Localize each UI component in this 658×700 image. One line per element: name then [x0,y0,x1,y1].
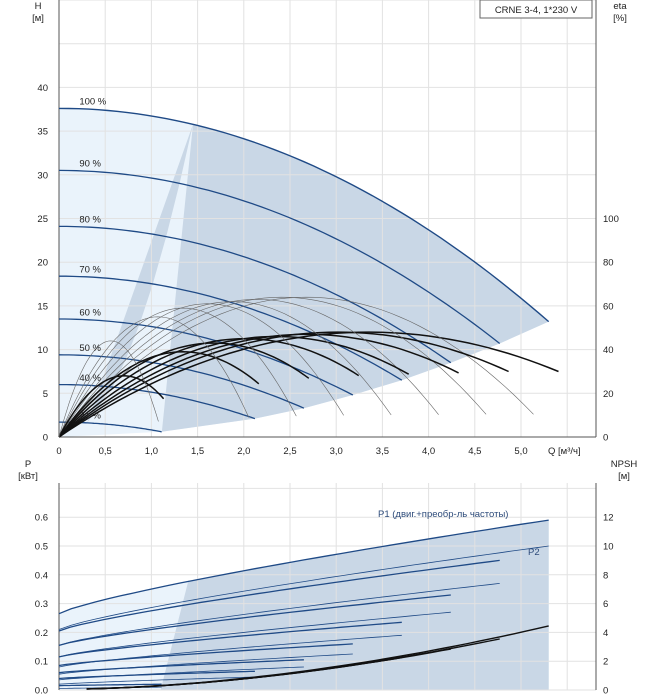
npsh-tick-label: 10 [603,542,614,553]
eta-curve-thin [58,340,159,438]
h-tick-label: 20 [37,258,48,269]
eta-tick-label: 100 [603,214,619,225]
npsh-tick-label: 12 [603,513,614,524]
q-tick-label: 0,5 [99,446,112,457]
qh-curve-50pct [58,354,305,409]
eta-curve-thin [58,307,297,438]
eta-curve [58,375,165,438]
speed-label: 100 % [79,97,106,108]
p-axis-title: P [25,459,31,470]
eta-curve-thin [58,301,392,438]
h-tick-label: 0 [43,433,48,444]
h-tick-label: 40 [37,83,48,94]
npsh-curve [86,664,353,690]
p1-curve [58,683,162,687]
eta-curve-thin [58,296,487,438]
qh-curve-80pct [59,225,452,364]
npsh-tick-label: 6 [603,599,608,610]
eta-axis-title: eta [613,1,627,12]
title-box-text: CRNE 3-4, 1*230 V [495,5,578,16]
p1-curve [58,559,500,632]
p2-curve [58,666,304,681]
p-tick-label: 0.1 [35,657,48,668]
p-tick-label: 0.4 [35,570,48,581]
p-tick-label: 0.6 [35,513,48,524]
eta-tick-label: 0 [603,433,608,444]
p-tick-label: 0.0 [35,686,48,697]
q-axis-title: Q [м³/ч] [548,446,581,457]
eta-curve-thin [58,298,439,438]
eta-tick-label: 60 [603,301,614,312]
p-tick-label: 0.2 [35,628,48,639]
speed-label: 40 % [79,373,101,384]
p2-curve [58,611,451,658]
eta-curve [58,342,310,438]
eta-curve-thin [58,296,534,438]
p2-curve [58,676,255,685]
h-tick-label: 25 [37,214,48,225]
npsh-axis-unit: [м] [618,471,630,482]
eta-curve [58,335,410,438]
p1-annotation: P1 (двиг.+преобр-ль частоты) [378,509,508,520]
eta-curve [58,351,260,438]
q-tick-label: 4,5 [468,446,481,457]
eta-curve [58,331,559,438]
speed-label: 80 % [79,215,101,226]
q-tick-label: 5,0 [514,446,527,457]
eta-tick-label: 40 [603,345,614,356]
h-tick-label: 15 [37,301,48,312]
npsh-axis-title: NPSH [611,459,638,470]
p1-curve [58,519,549,615]
eta-tick-label: 20 [603,389,614,400]
p2-curve [58,583,500,646]
title-box [479,0,593,19]
p2-curve [58,634,402,668]
q-tick-label: 3,0 [330,446,343,457]
qh-curve-100pct [58,107,550,323]
p2-curve [58,545,549,630]
h-axis-title: H [35,1,42,12]
p-tick-label: 0.5 [35,542,48,553]
q-tick-label: 4,0 [422,446,435,457]
eta-curve-thin [58,316,250,438]
p-tick-label: 0.3 [35,599,48,610]
npsh-tick-label: 2 [603,657,608,668]
p1-curve [58,594,451,647]
h-tick-label: 5 [43,389,48,400]
p2-annotation: P2 [528,547,540,558]
npsh-tick-label: 8 [603,570,608,581]
q-tick-label: 3,5 [376,446,389,457]
speed-label: 70 % [79,264,101,275]
h-tick-label: 10 [37,345,48,356]
eta-tick-label: 80 [603,258,614,269]
eta-curve [58,333,459,438]
qh-curve-90pct [58,169,501,345]
h-axis-unit: [м] [32,13,44,24]
q-tick-label: 1,0 [145,446,158,457]
npsh-tick-label: 0 [603,686,608,697]
eta-curve-thin [58,303,344,438]
p1-curve [58,621,402,658]
qh-curve-60pct [59,318,354,396]
speed-label: 50 % [79,343,101,354]
q-tick-label: 2,5 [283,446,296,457]
q-tick-label: 0 [56,446,61,457]
h-tick-label: 35 [37,127,48,138]
speed-label: 60 % [79,307,101,318]
p2-curve [58,653,353,675]
qh-curve-70pct [59,275,403,381]
h-tick-label: 30 [37,170,48,181]
p1-curve [58,670,255,680]
npsh-tick-label: 4 [603,628,608,639]
q-tick-label: 1,5 [191,446,204,457]
speed-label: 21 % [79,410,101,421]
speed-label: 90 % [79,159,101,170]
eta-axis-unit: [%] [613,13,627,24]
q-tick-label: 2,0 [237,446,250,457]
p-axis-unit: [кВт] [18,471,38,482]
